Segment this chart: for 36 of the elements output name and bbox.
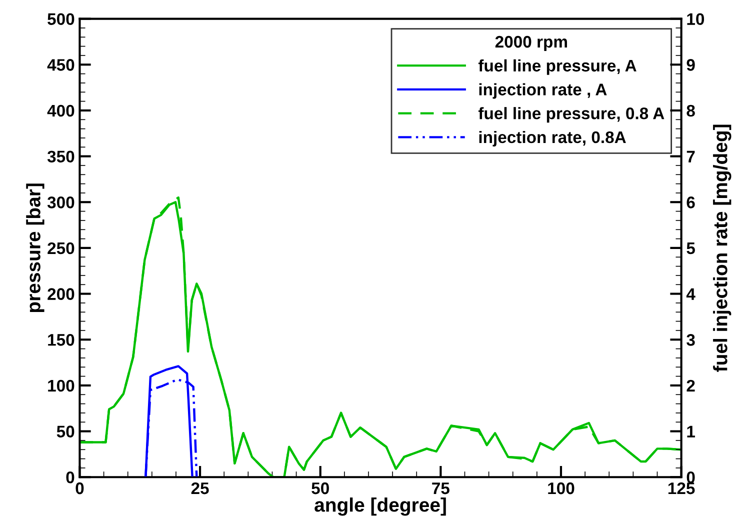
- y2-tick-label: 5: [686, 242, 695, 254]
- y-tick-label: 350: [47, 150, 74, 163]
- y2-tick-label: 2: [686, 380, 695, 392]
- y-tick-label: 0: [66, 472, 74, 484]
- x-tick-label: 50: [312, 482, 329, 494]
- y-tick-label: 400: [47, 104, 74, 117]
- legend-label: injection rate, 0.8A: [479, 130, 626, 146]
- legend-label: fuel line pressure, 0.8 A: [478, 107, 664, 123]
- y2-tick-label: 9: [686, 59, 695, 71]
- x-tick-label: 125: [668, 482, 695, 494]
- y2-tick-label: 8: [686, 104, 695, 117]
- y-tick-label: 300: [47, 196, 74, 208]
- y2-tick-label: 7: [686, 150, 695, 162]
- y2-tick-label: 6: [686, 196, 695, 208]
- legend-label: fuel line pressure, A: [478, 59, 636, 75]
- x-tick-label: 75: [432, 482, 450, 494]
- y-tick-label: 150: [48, 334, 74, 346]
- y2-tick-label: 4: [686, 288, 696, 300]
- x-tick-label: 25: [191, 482, 209, 494]
- y-tick-label: 450: [47, 59, 74, 71]
- y-tick-label: 500: [48, 13, 74, 25]
- x-axis-title: angle [degree]: [314, 498, 446, 516]
- y2-axis-title: fuel injection rate [mg/deg]: [713, 124, 732, 372]
- x-tick-label: 100: [548, 482, 574, 494]
- y-tick-label: 100: [48, 380, 74, 392]
- y-axis-title: pressure [bar]: [26, 184, 44, 312]
- y2-tick-label: 0: [686, 472, 695, 484]
- legend-title: 2000 rpm: [495, 36, 567, 51]
- y-tick-label: 200: [48, 288, 74, 300]
- y2-tick-label: 3: [686, 334, 695, 346]
- legend-label: injection rate , A: [479, 83, 607, 99]
- y-tick-label: 250: [48, 242, 74, 254]
- y-tick-label: 50: [56, 426, 74, 438]
- x-tick-label: 0: [76, 482, 84, 494]
- y2-tick-label: 1: [687, 426, 695, 438]
- y2-tick-label: 10: [687, 13, 704, 25]
